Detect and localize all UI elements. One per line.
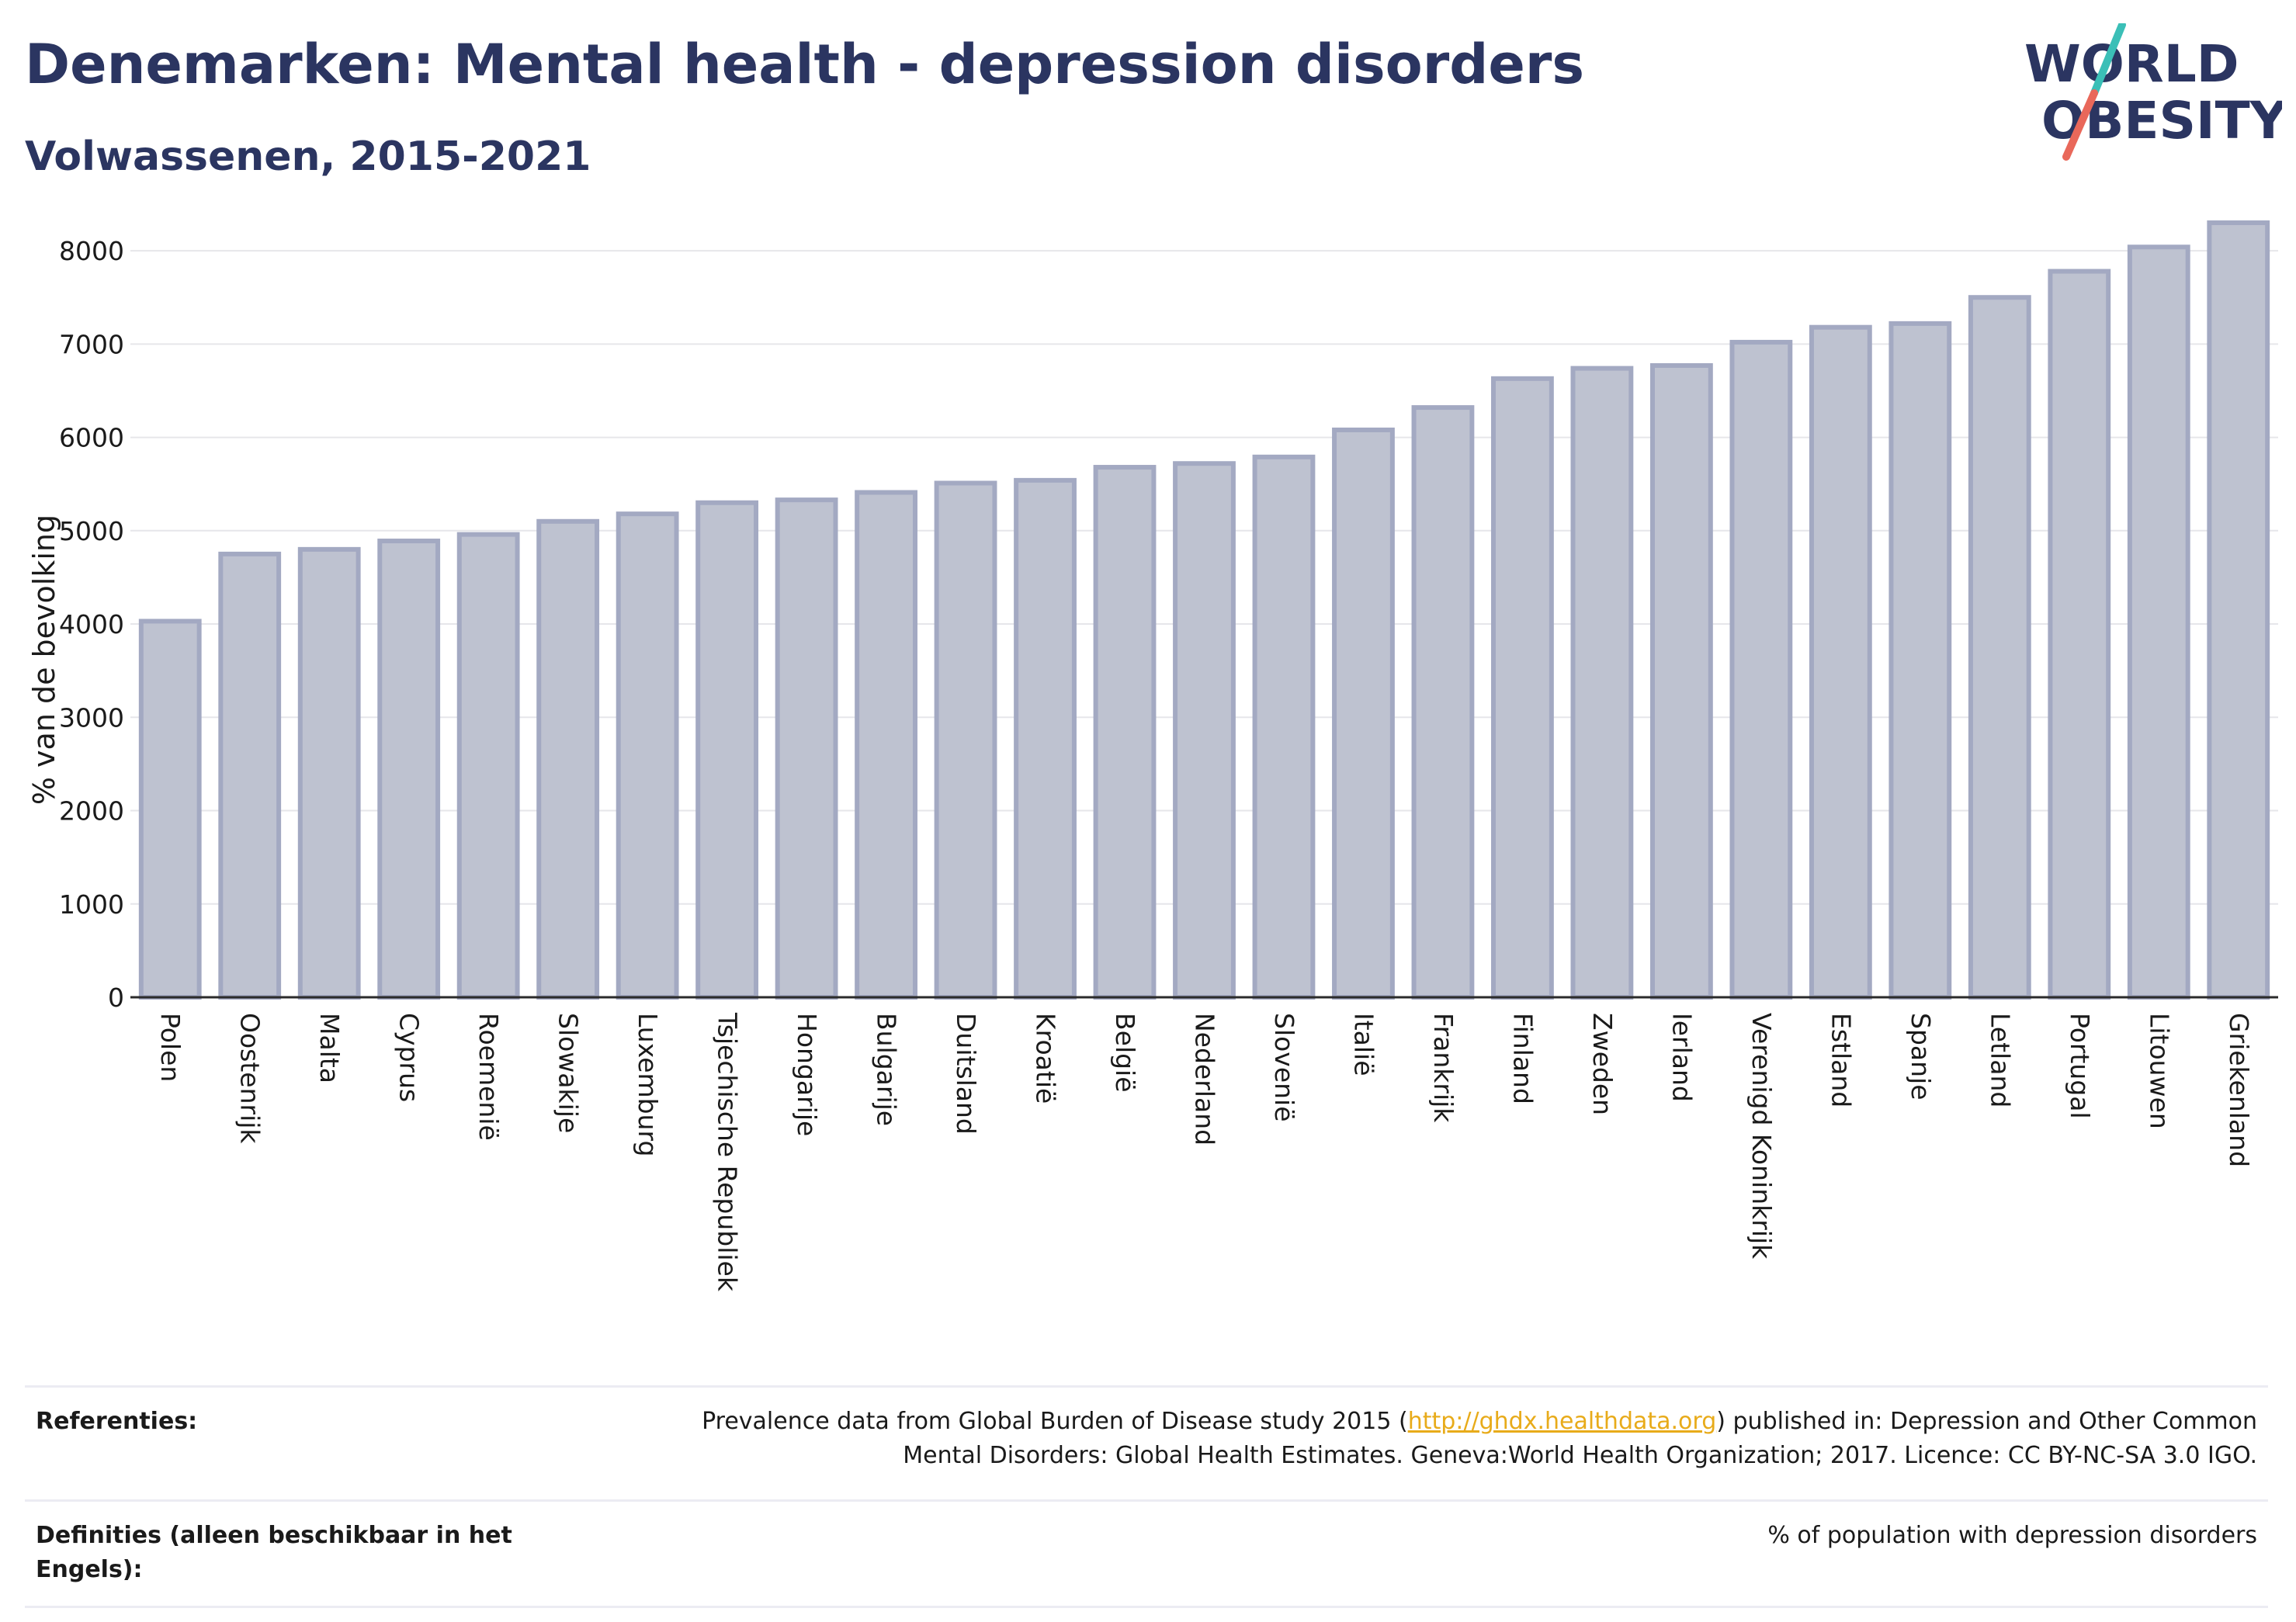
bar-belgië <box>1093 465 1157 1000</box>
x-tick-label: Zweden <box>1587 1013 1618 1115</box>
bar-griekenland <box>2207 220 2270 1000</box>
x-tick-label: Portugal <box>2065 1013 2095 1119</box>
definitions-row: Definities (alleen beschikbaar in het En… <box>25 1500 2268 1607</box>
x-tick-label: Duitsland <box>951 1013 981 1135</box>
y-tick-label: 0 <box>108 983 124 1013</box>
x-tick-label: Roemenië <box>473 1013 504 1141</box>
x-tick-label: Luxemburg <box>633 1013 663 1156</box>
bar-oostenrijk <box>218 551 282 1000</box>
x-tick-label: Spanje <box>1906 1013 1936 1100</box>
x-tick-label: Slowakije <box>553 1013 584 1133</box>
bar-zweden <box>1570 366 1634 1000</box>
x-tick-label: België <box>1110 1013 1140 1093</box>
references-link[interactable]: http://ghdx.healthdata.org <box>1407 1408 1717 1435</box>
y-tick-label: 6000 <box>59 423 124 453</box>
y-tick-label: 5000 <box>59 516 124 546</box>
x-tick-label: Slovenië <box>1269 1013 1299 1122</box>
bar-letland <box>1968 295 2031 1000</box>
definitions-text: % of population with depression disorder… <box>1767 1522 2257 1549</box>
bar-italië <box>1332 427 1395 1000</box>
x-tick-label: Hongarije <box>792 1013 822 1136</box>
x-tick-label: Kroatië <box>1031 1013 1061 1104</box>
references-label: Referenties: <box>36 1408 198 1435</box>
logo-text-world: WORLD <box>2024 34 2239 94</box>
y-tick-label: 4000 <box>59 609 124 639</box>
x-tick-label: Nederland <box>1190 1013 1220 1145</box>
x-tick-label: Verenigd Koninkrijk <box>1746 1013 1777 1260</box>
y-tick-label: 3000 <box>59 702 124 733</box>
bar-finland <box>1491 376 1554 1000</box>
y-axis-label: % van de bevolking <box>27 515 61 805</box>
bar-nederland <box>1173 461 1236 1000</box>
references-text-line2: Mental Disorders: Global Health Estimate… <box>903 1442 2257 1469</box>
bar-slovenië <box>1252 454 1316 1000</box>
logo-slash-red <box>2062 89 2098 161</box>
x-tick-label: Letland <box>1985 1013 2015 1107</box>
bar-hongarije <box>775 497 838 1000</box>
x-tick-label: Tsjechische Republiek <box>713 1012 743 1292</box>
definitions-label: Definities (alleen beschikbaar in het En… <box>36 1522 512 1583</box>
logo-slash-teal <box>2090 23 2126 97</box>
bar-chart: 0 1000 2000 3000 4000 5000 6000 7000 8000 Polen Oo… <box>27 220 2278 1292</box>
bar-polen <box>138 619 202 1000</box>
y-tick-label: 7000 <box>59 329 124 359</box>
y-tick-label: 1000 <box>59 889 124 920</box>
bar-cyprus <box>377 539 441 1000</box>
references-table: Referenties: Prevalence data from Global… <box>25 1385 2268 1608</box>
x-tick-label: Cyprus <box>394 1013 425 1102</box>
x-tick-label: Polen <box>155 1013 186 1082</box>
x-tick-label: Bulgarije <box>872 1013 902 1126</box>
bar-frankrijk <box>1411 405 1475 1000</box>
x-tick-label: Finland <box>1507 1013 1538 1104</box>
axes: 0 1000 2000 3000 4000 5000 6000 7000 8000 Polen Oo… <box>59 236 2278 1292</box>
x-tick-label: Italië <box>1348 1013 1379 1076</box>
bar-luxemburg <box>616 511 679 1000</box>
bar-roemenië <box>456 532 520 1000</box>
bar-kroatië <box>1014 477 1077 1000</box>
chart-subtitle: Volwassenen, 2015-2021 <box>25 133 591 180</box>
bar-tsjechische-republiek <box>695 500 759 1000</box>
bar-spanje <box>1888 321 1952 1000</box>
chart-title: Denemarken: Mental health - depression d… <box>25 33 1585 96</box>
bar-estland <box>1809 324 1872 1000</box>
y-tick-label: 8000 <box>59 236 124 266</box>
x-tick-label: Ierland <box>1667 1013 1697 1102</box>
world-obesity-logo: WORLD OBESITY <box>2024 23 2282 161</box>
bar-verenigd-koninkrijk <box>1729 339 1793 1000</box>
references-text-after: ) published in: Depression and Other Com… <box>1716 1408 2257 1435</box>
bars <box>138 220 2270 1000</box>
references-text-before: Prevalence data from Global Burden of Di… <box>702 1408 1408 1435</box>
bar-duitsland <box>934 480 997 1000</box>
references-text: Prevalence data from Global Burden of Di… <box>543 1387 2268 1501</box>
x-tick-label: Malta <box>314 1013 345 1083</box>
bar-litouwen <box>2127 244 2190 1000</box>
bar-ierland <box>1649 362 1713 1000</box>
x-tick-label: Frankrijk <box>1428 1013 1458 1123</box>
bar-slowakije <box>536 518 600 1000</box>
x-tick-label: Oostenrijk <box>235 1013 265 1144</box>
y-tick-label: 2000 <box>59 796 124 827</box>
x-tick-label: Griekenland <box>2224 1013 2254 1167</box>
references-row: Referenties: Prevalence data from Global… <box>25 1386 2268 1501</box>
x-tick-label: Litouwen <box>2144 1013 2174 1129</box>
bar-bulgarije <box>855 490 917 1000</box>
x-tick-label: Estland <box>1826 1013 1856 1107</box>
bar-malta <box>297 546 361 1000</box>
bar-portugal <box>2048 269 2111 1000</box>
